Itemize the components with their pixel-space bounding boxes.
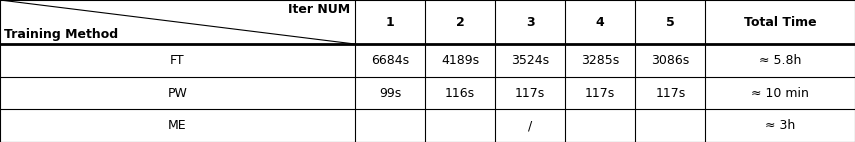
Text: Iter NUM: Iter NUM	[288, 3, 351, 16]
Text: ≈ 3h: ≈ 3h	[765, 119, 795, 132]
Text: 99s: 99s	[379, 86, 401, 100]
Text: 1: 1	[386, 15, 394, 29]
Text: ≈ 10 min: ≈ 10 min	[752, 86, 809, 100]
Text: /: /	[528, 119, 532, 132]
Text: 5: 5	[666, 15, 675, 29]
Text: 6684s: 6684s	[371, 54, 409, 67]
Text: PW: PW	[168, 86, 187, 100]
Text: ≈ 5.8h: ≈ 5.8h	[759, 54, 801, 67]
Text: 117s: 117s	[655, 86, 686, 100]
Text: FT: FT	[170, 54, 185, 67]
Text: ME: ME	[168, 119, 186, 132]
Text: 117s: 117s	[515, 86, 545, 100]
Text: 3086s: 3086s	[652, 54, 689, 67]
Text: Training Method: Training Method	[4, 28, 118, 41]
Text: 2: 2	[456, 15, 464, 29]
Text: 116s: 116s	[445, 86, 475, 100]
Text: 3524s: 3524s	[511, 54, 549, 67]
Text: 117s: 117s	[585, 86, 616, 100]
Text: 3: 3	[526, 15, 534, 29]
Text: 4189s: 4189s	[441, 54, 479, 67]
Text: Total Time: Total Time	[744, 15, 817, 29]
Text: 4: 4	[596, 15, 604, 29]
Text: 3285s: 3285s	[581, 54, 619, 67]
